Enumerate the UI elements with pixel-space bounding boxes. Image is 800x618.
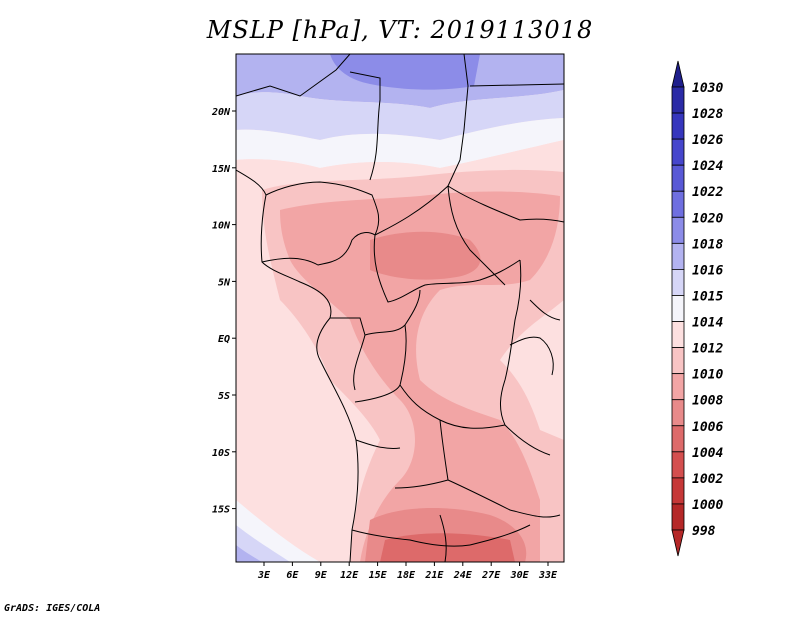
colorbar-label: 998 (692, 524, 716, 539)
lat-tick-label: 20N (211, 107, 231, 118)
footer-credit: GrADS: IGES/COLA (4, 603, 101, 614)
colorbar-label: 1022 (692, 185, 723, 200)
colorbar: 1030 1028 1026 1024 1022 1020 1018 1016 1015 1014… (671, 60, 723, 557)
country-borders (236, 54, 564, 562)
colorbar-label: 1015 (692, 289, 723, 304)
colorbar-label: 1026 (692, 133, 723, 148)
lat-tick-label: 5N (218, 277, 231, 288)
lon-tick-label: 12E (340, 570, 359, 581)
colorbar-segment (671, 138, 685, 166)
colorbar-bottom-arrow (671, 529, 685, 557)
colorbar-label: 1018 (692, 237, 723, 252)
lon-tick-label: 33E (538, 570, 558, 581)
colorbar-label: 1010 (692, 368, 723, 383)
colorbar-segment (671, 399, 685, 427)
lon-tick-label: 30E (510, 570, 530, 581)
colorbar-segment (671, 112, 685, 140)
lat-tick-label: 15N (212, 164, 231, 175)
colorbar-segment (671, 216, 685, 244)
lat-tick-label: EQ (218, 334, 230, 345)
colorbar-label: 1002 (692, 472, 723, 487)
lon-tick-label: 27E (481, 570, 501, 581)
colorbar-segment (671, 477, 685, 505)
lon-tick-label: 15E (369, 570, 388, 581)
longitude-axis: 3E 6E 9E 12E 15E 18E 21E 24E 27E 30E 33E (257, 562, 558, 581)
colorbar-segment (671, 503, 685, 531)
colorbar-label: 1030 (692, 81, 723, 96)
colorbar-top-arrow (671, 60, 685, 88)
lat-tick-label: 10S (212, 448, 230, 459)
map-title: MSLP [hPa], VT: 2019113018 (206, 16, 594, 44)
lon-tick-label: 21E (424, 570, 444, 581)
colorbar-label: 1020 (692, 211, 723, 226)
lon-tick-label: 18E (397, 570, 416, 581)
colorbar-segment (671, 190, 685, 218)
colorbar-label: 1016 (692, 263, 723, 278)
colorbar-segment (671, 347, 685, 375)
colorbar-segment (671, 321, 685, 348)
lon-tick-label: 9E (315, 570, 328, 581)
colorbar-label: 1014 (692, 316, 723, 331)
colorbar-segment (671, 295, 685, 322)
colorbar-segment (671, 242, 685, 270)
pressure-field (236, 54, 564, 562)
colorbar-label: 1024 (692, 159, 723, 174)
colorbar-segment (671, 164, 685, 192)
colorbar-segment (671, 425, 685, 453)
lon-tick-label: 6E (286, 570, 299, 581)
colorbar-segment (671, 373, 685, 401)
lat-tick-label: 5S (218, 391, 230, 402)
colorbar-label: 1000 (692, 498, 723, 513)
lon-tick-label: 24E (453, 570, 473, 581)
colorbar-label: 1028 (692, 107, 723, 122)
colorbar-label: 1008 (692, 394, 723, 409)
colorbar-segment (671, 451, 685, 479)
lon-tick-label: 3E (257, 570, 271, 581)
colorbar-label: 1012 (692, 342, 723, 357)
colorbar-segment (671, 269, 685, 296)
colorbar-label: 1006 (692, 420, 723, 435)
lat-tick-label: 15S (212, 505, 230, 516)
lat-tick-label: 10N (212, 221, 231, 232)
colorbar-label: 1004 (692, 446, 723, 461)
latitude-axis: 20N 15N 10N 5N EQ 5S 10S 15S (211, 107, 236, 516)
map-frame (235, 53, 565, 563)
colorbar-segment (671, 86, 685, 114)
